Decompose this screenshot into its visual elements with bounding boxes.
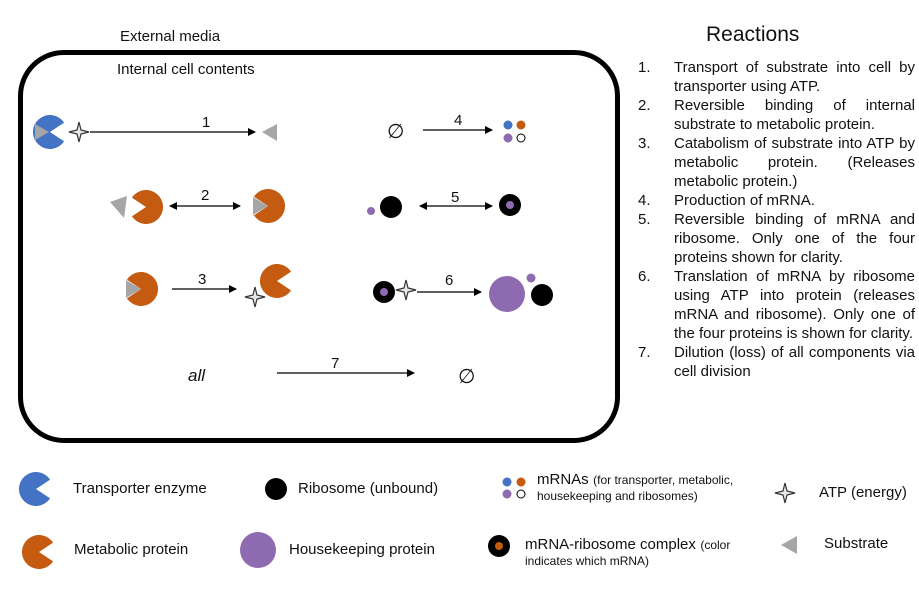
legend-mrna-orange-icon: [516, 477, 526, 487]
arrow-number-6: 6: [445, 272, 454, 289]
reaction-item: 3. Catabolism of substrate into ATP by me…: [638, 135, 915, 190]
mrna-transporter: [503, 120, 513, 130]
substrate-bound-2: [126, 280, 141, 298]
reaction-text: Production of mRNA.: [674, 192, 815, 209]
reaction-text: Transport of substrate into cell by tran…: [674, 59, 915, 95]
legend-transporter-label: Transporter enzyme: [73, 480, 207, 497]
legend-substrate-icon: [781, 536, 797, 554]
arrow-number-5: 5: [451, 189, 460, 206]
legend-mrna-white-icon: [516, 489, 526, 499]
metabolic-protein-released: [259, 263, 292, 298]
legend-mrnas-label: mRNAs (for transporter, metabolic, house…: [537, 471, 734, 504]
mrna-metabolic: [516, 120, 526, 130]
substrate-bound: [253, 197, 268, 215]
legend-housekeeping-label: Housekeeping protein: [289, 541, 435, 558]
atp-star-translation: [395, 279, 417, 301]
metabolic-protein: [131, 189, 164, 224]
complex-translating-core: [380, 288, 388, 296]
external-media-label: External media: [120, 28, 221, 45]
legend-metabolic-icon: [21, 535, 54, 569]
reaction-item: 1. Transport of substrate into cell by tr…: [638, 59, 915, 95]
mrna-free: [367, 207, 375, 215]
legend-substrate-label: Substrate: [824, 535, 889, 552]
legend-mrna-blue-icon: [502, 477, 512, 487]
legend-complex-core-icon: [495, 542, 503, 550]
legend-atp-label: ATP (energy): [819, 484, 907, 501]
ribosome-free: [380, 196, 402, 218]
housekeeping-protein-produced: [489, 276, 525, 312]
reaction-item: 2. Reversible binding of internal substra…: [638, 97, 915, 133]
mrna-ribosome: [516, 133, 526, 143]
reaction-item: 7. Dilution (loss) of all components via …: [638, 344, 915, 380]
substrate-in-transporter: [35, 124, 49, 140]
legend-metabolic-label: Metabolic protein: [74, 541, 189, 558]
empty-set-sink: ∅: [458, 366, 476, 388]
reaction-text: Catabolism of substrate into ATP by meta…: [674, 135, 915, 190]
substrate-free: [110, 196, 127, 218]
arrow-number-2: 2: [201, 187, 210, 204]
arrow-number-3: 3: [198, 271, 207, 288]
reactions-title: Reactions: [706, 23, 800, 46]
legend-ribosome-icon: [265, 478, 287, 500]
reaction-item: 6. Translation of mRNA by ribosome using …: [638, 268, 915, 342]
reaction-text: Reversible binding of mRNA and ribosome.…: [674, 211, 915, 266]
reaction-text: Dilution (loss) of all components via ce…: [674, 344, 915, 380]
reaction-text: Reversible binding of internal substrate…: [674, 97, 915, 133]
internal-contents-label: Internal cell contents: [117, 61, 255, 78]
reaction-item: 4. Production of mRNA.: [638, 192, 815, 209]
metabolic-protein-bound-2: [126, 272, 159, 306]
arrow-number-4: 4: [454, 112, 463, 129]
legend-atp-icon: [774, 482, 796, 504]
cell-boundary: [18, 50, 620, 443]
mrna-housekeeping: [503, 133, 513, 143]
legend-housekeeping-icon: [240, 532, 276, 568]
all-components-label: all: [188, 366, 206, 385]
legend-ribosome-label: Ribosome (unbound): [298, 480, 439, 497]
atp-star-produced: [244, 286, 266, 308]
complex-mrna-core: [506, 201, 514, 209]
legend-mrna-purple-icon: [502, 489, 512, 499]
reaction-item: 5. Reversible binding of mRNA and ribosom…: [638, 211, 915, 266]
ribosome-released: [531, 284, 553, 306]
reactions-list: 1. Transport of substrate into cell by tr…: [638, 58, 915, 381]
mrna-released: [526, 273, 536, 283]
atp-star: [68, 121, 90, 143]
arrow-number-1: 1: [202, 114, 211, 131]
reaction-text: Translation of mRNA by ribosome using AT…: [674, 268, 915, 342]
empty-set-source: ∅: [387, 121, 405, 143]
legend-complex-label: mRNA-ribosome complex (color indicates w…: [525, 536, 731, 569]
legend-transporter-icon: [18, 472, 51, 506]
arrow-number-7: 7: [331, 355, 340, 372]
internal-substrate: [262, 124, 277, 141]
metabolic-protein-bound: [253, 189, 286, 223]
